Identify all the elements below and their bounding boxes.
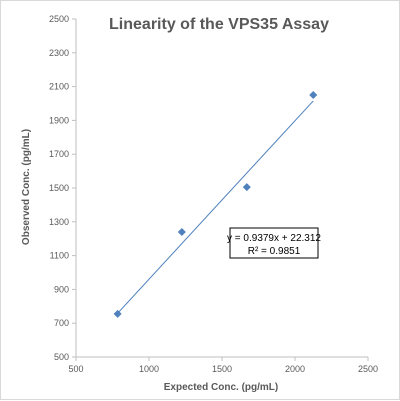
x-tick-label: 2500	[358, 364, 378, 374]
x-tick-label: 500	[68, 364, 83, 374]
trendline-equation: y = 0.9379x + 22.312	[227, 233, 321, 244]
chart-title: Linearity of the VPS35 Assay	[109, 16, 329, 33]
y-tick-label: 1500	[49, 183, 69, 193]
y-tick-label: 1100	[50, 251, 69, 261]
y-tick-labels: 500 700 900 1100 1300 1500 1700 1900 2100 2300 250…	[49, 14, 69, 362]
y-tick-label: 2500	[49, 14, 69, 24]
data-point	[242, 183, 251, 192]
x-axis-title: Expected Conc. (pg/mL)	[164, 382, 278, 393]
y-axis-title: Observed Conc. (pg/mL)	[21, 129, 32, 245]
y-tick-label: 1900	[49, 115, 69, 125]
x-tick-label: 1000	[139, 364, 159, 374]
y-tick-label: 2100	[49, 82, 69, 92]
trendline-equation-box: y = 0.9379x + 22.312 R² = 0.9851	[227, 227, 321, 259]
trendline-r-squared: R² = 0.9851	[248, 246, 301, 257]
y-tick-label: 1300	[49, 217, 69, 227]
data-point	[113, 309, 122, 318]
equation-box-border	[229, 227, 319, 259]
x-tick-label: 1500	[212, 364, 232, 374]
y-tick-label: 500	[54, 352, 69, 362]
data-points	[113, 91, 318, 318]
y-tick-label: 2300	[49, 48, 69, 58]
y-tick-label: 1700	[49, 149, 69, 159]
trendline	[117, 100, 314, 314]
x-tick-label: 2000	[285, 364, 305, 374]
data-point	[177, 227, 186, 236]
data-point	[309, 91, 318, 100]
y-tick-label: 700	[54, 318, 69, 328]
axes	[72, 18, 369, 361]
x-tick-labels: 500 1000 1500 2000 2500	[68, 364, 378, 374]
y-tick-label: 900	[54, 284, 69, 294]
trendline-group	[117, 100, 314, 314]
